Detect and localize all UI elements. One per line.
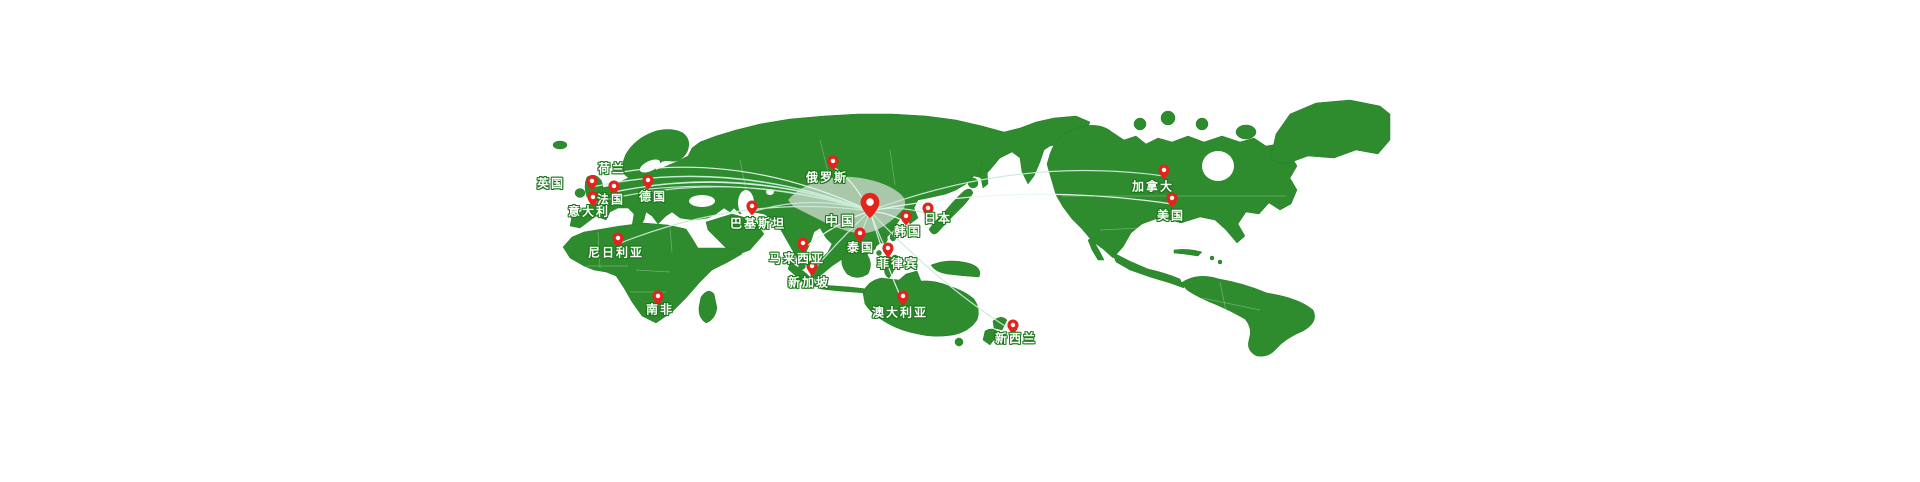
location-pin-icon [1007,319,1019,335]
map-pin-china [860,192,880,219]
continent-new-guinea [930,260,981,278]
country-label-philippines: 菲律宾 [876,256,920,271]
route-line [640,185,871,212]
country-label-china: 中国 [824,213,858,229]
country-label-uk: 英国 [536,176,566,191]
continent-arctic-island-1 [1133,117,1147,131]
country-label-italy: 意大利 [567,204,611,219]
continent-arctic-island-2 [1160,110,1176,126]
location-pin-icon [827,155,839,171]
map-pin-france [587,191,599,207]
route-line [599,166,871,212]
location-pin-icon [806,260,818,276]
location-pin-icon [797,237,809,253]
location-pin-icon [882,242,894,258]
continent-tasmania [954,337,964,347]
location-pin-icon [586,175,598,191]
country-label-new-zealand: 新西兰 [994,331,1038,346]
country-label-japan: 日本 [923,211,953,226]
map-pin-malaysia [797,237,809,253]
route-line-new-zealand [869,210,1014,332]
map-pin-pakistan [746,200,758,216]
continent-arctic-island-3 [1195,117,1209,131]
continent-baffin [1235,124,1257,140]
continent-africa [562,222,743,324]
continent-madagascar [698,290,718,324]
continent-hainan [869,243,877,251]
location-pin-icon [652,290,664,306]
map-pin-russia [827,155,839,171]
map-pin-singapore [806,260,818,276]
map-pin-korea [900,210,912,226]
location-pin-icon [612,232,624,248]
country-label-nigeria: 尼日利亚 [587,245,645,260]
continent-baja [1087,237,1105,261]
country-label-germany: 德国 [638,189,668,204]
continent-australia [862,270,979,337]
continent-sumatra [787,262,818,288]
continent-nz-south [982,328,1000,346]
country-label-pakistan: 巴基斯坦 [729,216,787,231]
map-pin-south-africa [652,290,664,306]
map-pin-thailand [854,227,866,243]
continent-borneo [841,250,871,278]
location-pin-icon [1158,164,1170,180]
country-label-russia: 俄罗斯 [805,170,849,185]
location-pin-icon [860,192,880,218]
continent-north-america [1046,125,1298,259]
route-line-usa [869,193,1173,212]
map-pin-canada [1158,164,1170,180]
location-pin-icon [1166,192,1178,208]
map-pin-usa [1166,192,1178,208]
continent-central-america [1111,251,1185,289]
continent-sakhalin [979,161,989,189]
continent-ireland [574,188,586,198]
country-label-australia: 澳大利亚 [871,305,929,320]
map-pin-philippines [882,242,894,258]
location-pin-icon [642,174,654,190]
location-pin-icon [900,210,912,226]
continent-iceland [552,140,568,150]
location-pin-icon [608,180,620,196]
country-label-netherlands: 荷兰 [597,161,627,176]
route-line-malaysia [802,210,871,250]
location-pin-icon [897,290,909,306]
route-line-singapore [811,210,871,273]
country-label-usa: 美国 [1156,208,1186,223]
route-line-nigeria [617,205,871,245]
map-pin-uk [586,175,598,191]
country-label-malaysia: 马来西亚 [768,251,826,266]
continent-caribbean-2 [1217,259,1223,265]
location-pin-icon [746,200,758,216]
continent-srilanka [798,262,806,270]
map-pin-new-zealand [1007,319,1019,335]
country-label-thailand: 泰国 [846,240,876,255]
map-pin-netherlands [608,180,620,196]
continent-south-america [1180,276,1315,357]
country-label-singapore: 新加坡 [787,275,831,290]
continent-caribbean-1 [1209,255,1215,261]
continent-japan [928,188,974,235]
map-pin-australia [897,290,909,306]
country-label-korea: 韩国 [893,224,923,239]
country-label-france: 法国 [596,192,626,207]
location-pin-icon [587,191,599,207]
continent-arabia [705,213,765,257]
continent-greenland [1269,99,1391,165]
map-pin-germany [642,174,654,190]
continent-philippines-4 [876,250,882,256]
route-line-canada [869,169,1165,212]
map-pin-nigeria [612,232,624,248]
country-label-canada: 加拿大 [1131,179,1175,194]
continent-cuba [1173,249,1203,257]
route-line [623,175,871,212]
country-label-south-africa: 南非 [645,302,675,317]
map-pin-japan [922,202,934,218]
location-pin-icon [854,227,866,243]
location-pin-icon [922,202,934,218]
